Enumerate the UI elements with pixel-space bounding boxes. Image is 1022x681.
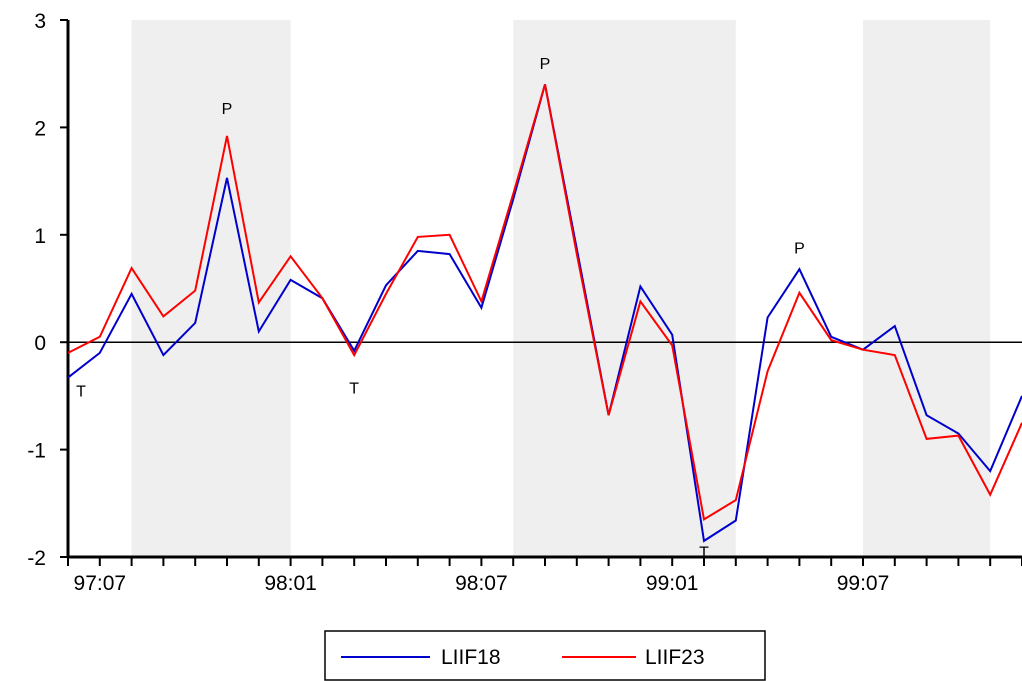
trough-label: T xyxy=(349,380,359,397)
x-tick-label: 98:01 xyxy=(264,572,317,595)
chart-legend: LIIF18 LIIF23 xyxy=(324,630,766,681)
x-tick-label: 99:07 xyxy=(837,572,890,595)
legend-label-liif18: LIIF18 xyxy=(441,646,501,669)
shaded-periods xyxy=(131,20,991,557)
peak-label: P xyxy=(540,56,551,73)
y-tick-label: 0 xyxy=(34,332,46,355)
shaded-period-1 xyxy=(513,20,736,557)
peak-label: P xyxy=(222,101,233,118)
x-tick-label: 97:07 xyxy=(74,572,127,595)
shaded-period-0 xyxy=(131,20,291,557)
y-tick-label: -1 xyxy=(27,440,46,463)
legend-box xyxy=(324,630,766,681)
y-tick-label: 3 xyxy=(34,10,46,33)
x-tick-label: 99:01 xyxy=(646,572,699,595)
y-tick-label: 1 xyxy=(34,225,46,248)
trough-label: T xyxy=(699,545,709,562)
chart-annotations: T P T P T P xyxy=(76,56,805,562)
chart-series xyxy=(67,84,1022,543)
trough-label: T xyxy=(76,384,86,401)
chart-axes: -2 -1 0 1 2 3 97:07 98:01 98:07 99:01 99:07 xyxy=(27,10,1022,595)
y-tick-label: -2 xyxy=(27,547,46,570)
x-tick-label: 98:07 xyxy=(455,572,508,595)
shaded-period-2 xyxy=(863,20,991,557)
series-line-liif23 xyxy=(67,84,1022,522)
y-tick-label: 2 xyxy=(34,117,46,140)
legend-label-liif23: LIIF23 xyxy=(645,646,705,669)
peak-label: P xyxy=(794,241,805,258)
